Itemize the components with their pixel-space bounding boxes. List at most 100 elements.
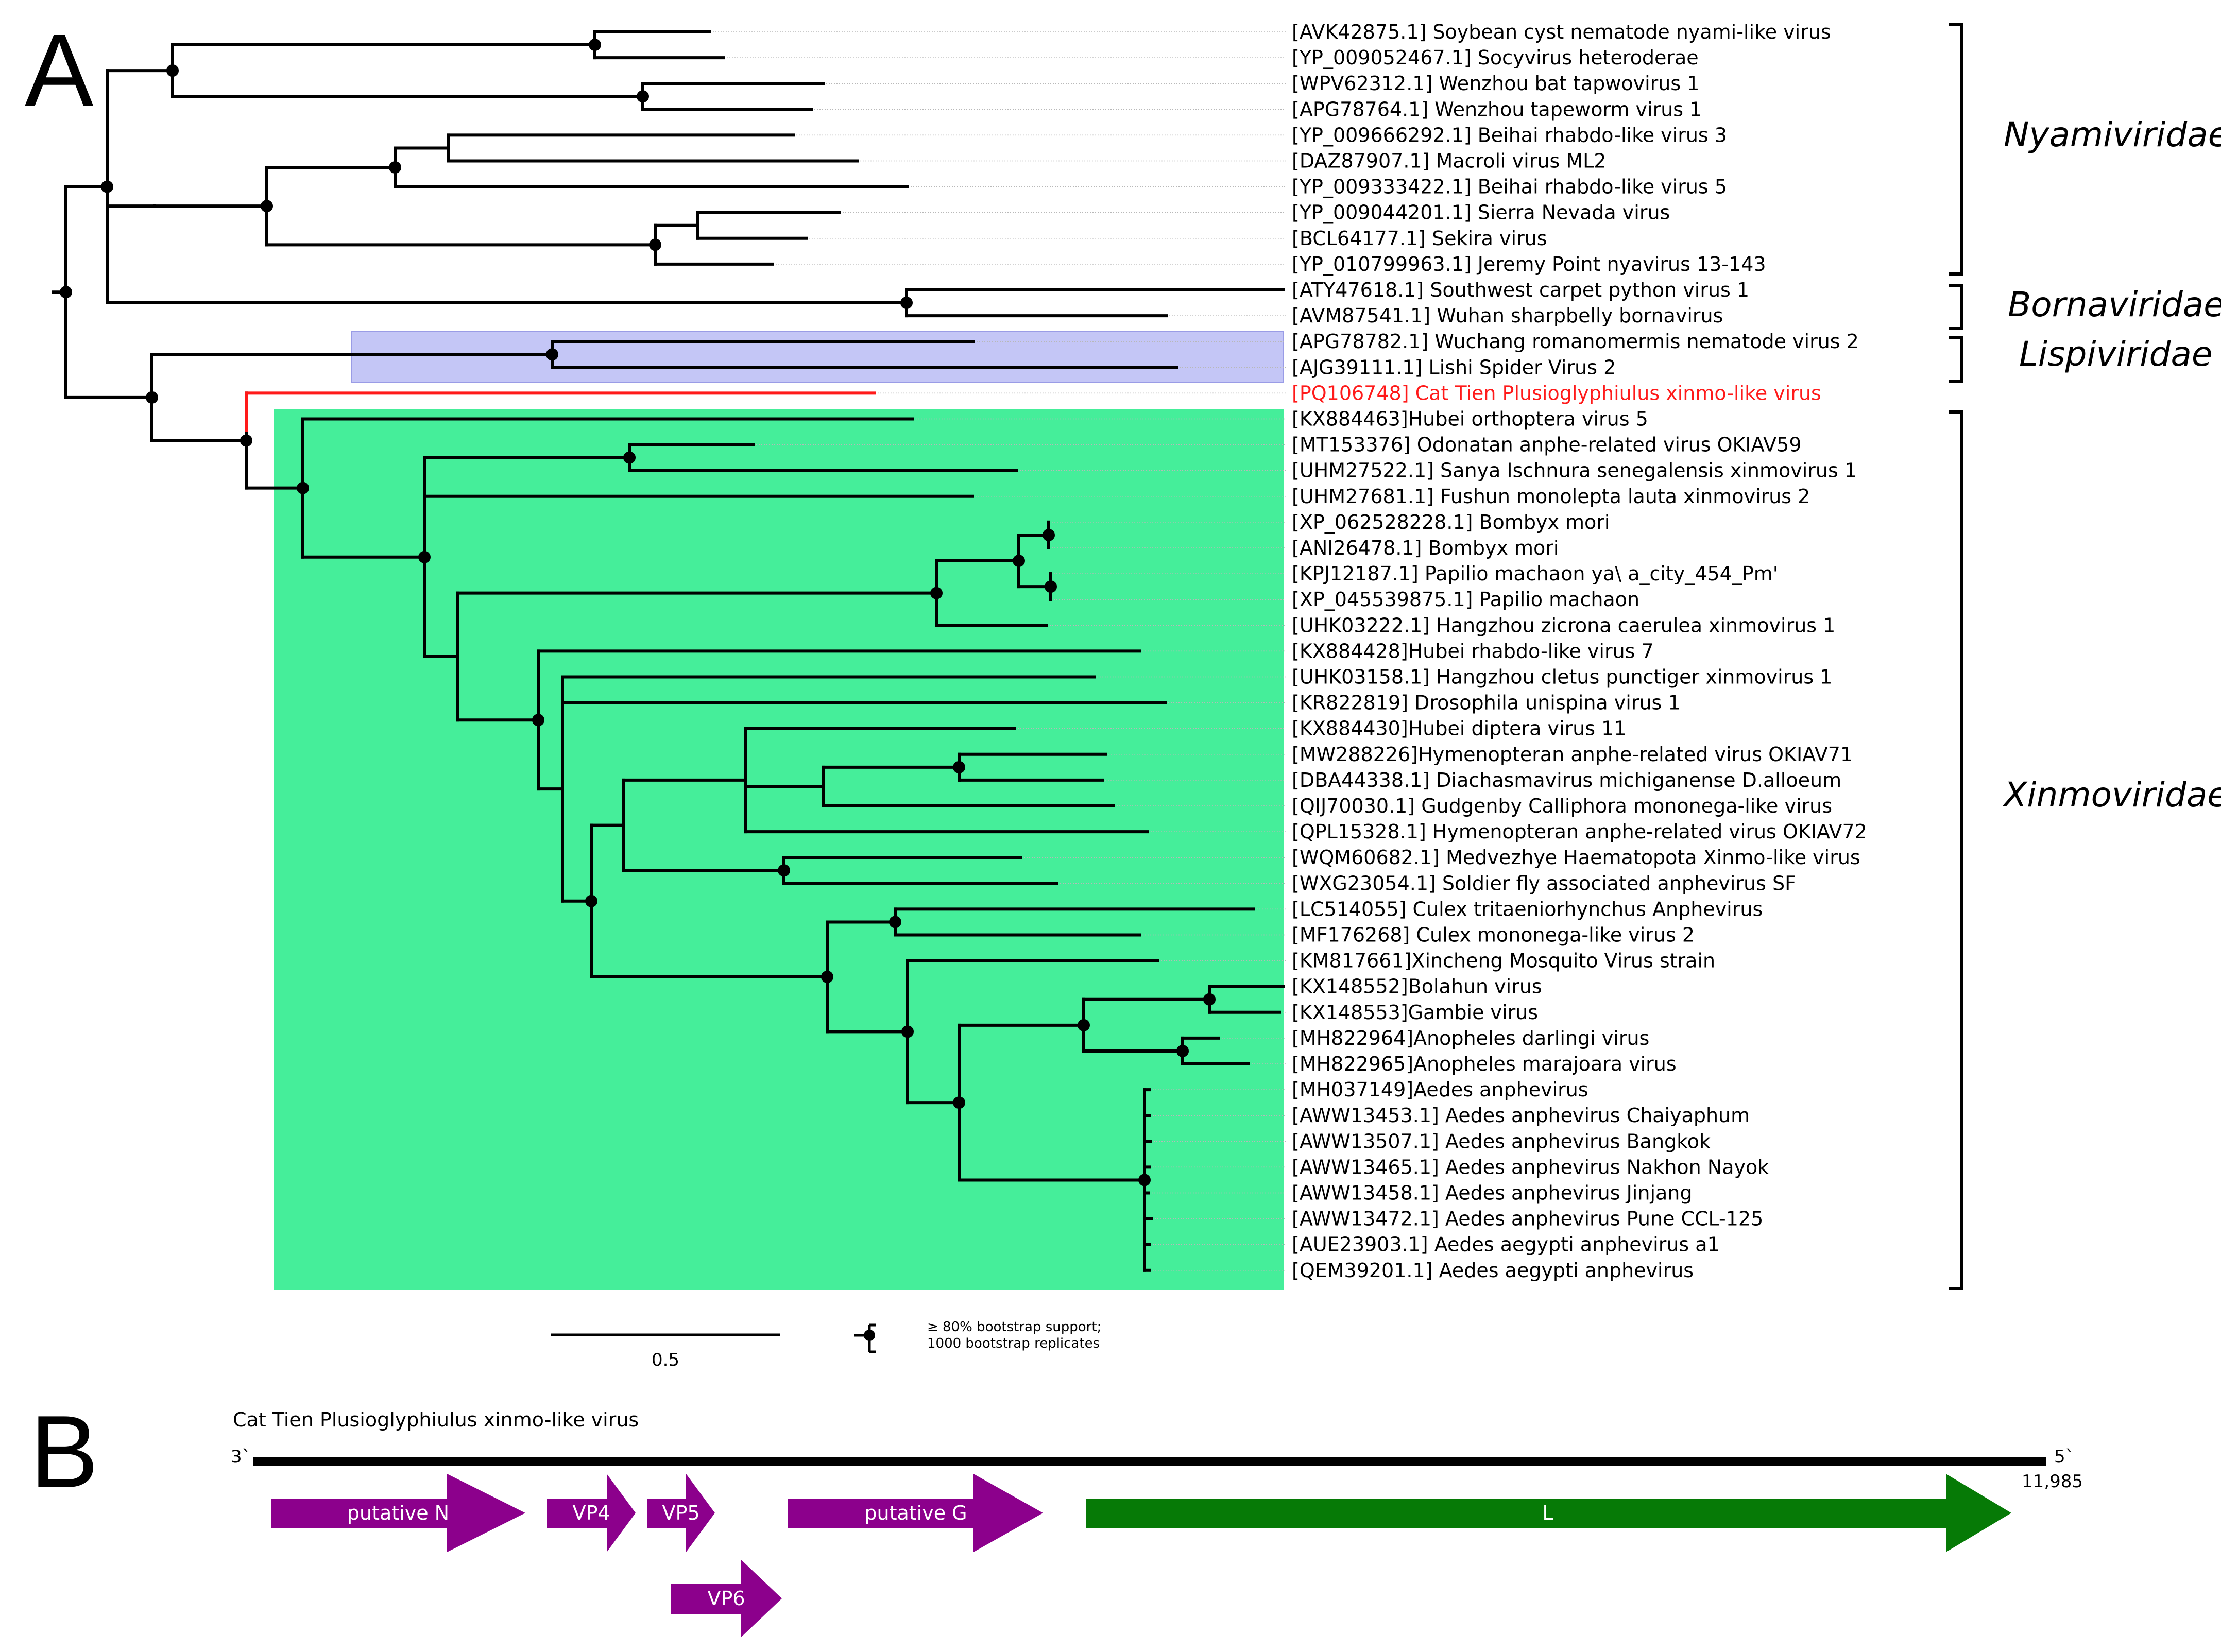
leaf-label: [YP_009333422.1] Beihai rhabdo-like viru…	[1292, 176, 1727, 198]
leaf-label: [AWW13458.1] Aedes anphevirus Jinjang	[1292, 1182, 1693, 1204]
leaf-label: [YP_009044201.1] Sierra Nevada virus	[1292, 201, 1670, 224]
leaf-label: [KR822819] Drosophila unispina virus 1	[1292, 692, 1681, 714]
family-label-lispiviridae: Lispiviridae	[2019, 334, 2213, 374]
gene-vp6: VP6	[671, 1559, 782, 1638]
svg-text:L: L	[1542, 1502, 1553, 1524]
bootstrap-node-dot	[261, 200, 273, 213]
leaf-label: [APG78764.1] Wenzhou tapeworm virus 1	[1292, 98, 1702, 121]
bootstrap-node-dot	[778, 864, 790, 877]
bootstrap-node-dot	[1203, 993, 1216, 1006]
leaf-label: [KX884430]Hubei diptera virus 11	[1292, 717, 1627, 740]
svg-text:VP6: VP6	[707, 1587, 745, 1610]
bootstrap-node-dot	[1013, 555, 1025, 567]
bootstrap-node-dot	[240, 434, 252, 447]
bootstrap-node-dot	[1138, 1174, 1151, 1186]
svg-text:putative G: putative G	[864, 1502, 967, 1524]
scale-bar-label: 0.5	[652, 1350, 679, 1370]
leaf-label: [MH822965]Anopheles marajoara virus	[1292, 1053, 1677, 1075]
genome-3prime-end: 3`	[231, 1447, 251, 1467]
bootstrap-node-dot	[1045, 580, 1057, 593]
bootstrap-node-dot	[1078, 1019, 1090, 1031]
leaf-label: [ATY47618.1] Southwest carpet python vir…	[1292, 279, 1749, 301]
bootstrap-node-dot	[585, 894, 597, 907]
bootstrap-node-dot	[930, 587, 943, 599]
genome-length-label: 11,985	[2022, 1471, 2083, 1492]
gene-putative-n: putative N	[271, 1474, 525, 1552]
gene-l: L	[1086, 1474, 2011, 1552]
leaf-label: [APG78782.1] Wuchang romanomermis nemato…	[1292, 330, 1859, 353]
xinmoviridae-highlight-box	[274, 409, 1284, 1290]
svg-text:putative N: putative N	[347, 1502, 449, 1524]
bootstrap-node-dot	[637, 90, 649, 103]
bootstrap-node-dot	[649, 238, 661, 251]
leaf-label: [MT153376] Odonatan anphe-related virus …	[1292, 434, 1802, 456]
leaf-label: [QEM39201.1] Aedes aegypti anphevirus	[1292, 1259, 1694, 1282]
bootstrap-node-dot	[1176, 1044, 1189, 1057]
leaf-label: [WPV62312.1] Wenzhou bat tapwovirus 1	[1292, 72, 1699, 95]
leaf-label: [QIJ70030.1] Gudgenby Calliphora mononeg…	[1292, 795, 1832, 817]
nyamiviridae-bracket	[1949, 23, 1963, 276]
leaf-label: [YP_009052467.1] Socyvirus heteroderae	[1292, 46, 1699, 69]
leaf-label: [UHM27522.1] Sanya Ischnura senegalensis…	[1292, 459, 1857, 482]
leaf-label: [KX148553]Gambie virus	[1292, 1001, 1538, 1024]
leaf-label: [WXG23054.1] Soldier fly associated anph…	[1292, 872, 1796, 894]
family-label-xinmoviridae: Xinmoviridae	[2002, 775, 2221, 815]
bootstrap-node-dot	[1043, 528, 1055, 541]
leaf-label: [AWW13465.1] Aedes anphevirus Nakhon Nay…	[1292, 1156, 1769, 1178]
bootstrap-node-dot	[901, 1025, 914, 1038]
bootstrap-node-dot	[900, 297, 913, 309]
bootstrap-node-dot	[166, 64, 179, 77]
bootstrap-node-dot	[297, 481, 309, 494]
leaf-label: [MW288226]Hymenopteran anphe-related vir…	[1292, 743, 1853, 766]
leaf-label: [AWW13472.1] Aedes anphevirus Pune CCL-1…	[1292, 1208, 1763, 1230]
leaf-label: [YP_009666292.1] Beihai rhabdo-like viru…	[1292, 124, 1727, 146]
leaf-label: [XP_045539875.1] Papilio machaon	[1292, 588, 1639, 611]
leaf-label: [KX884463]Hubei orthoptera virus 5	[1292, 408, 1648, 431]
gene-vp4: VP4	[547, 1474, 636, 1552]
leaf-label: [AWW13507.1] Aedes anphevirus Bangkok	[1292, 1130, 1711, 1152]
leaf-label: [MH822964]Anopheles darlingi virus	[1292, 1027, 1649, 1049]
leaf-label: [MF176268] Culex mononega-like virus 2	[1292, 924, 1695, 947]
bootstrap-node-dot	[623, 451, 636, 464]
leaf-label: [AUE23903.1] Aedes aegypti anphevirus a1	[1292, 1233, 1720, 1256]
xinmoviridae-bracket	[1949, 410, 1963, 1290]
leaf-label: [DAZ87907.1] Macroli virus ML2	[1292, 150, 1606, 173]
leaf-label: [QPL15328.1] Hymenopteran anphe-related …	[1292, 820, 1867, 843]
leaf-label: [KX884428]Hubei rhabdo-like virus 7	[1292, 640, 1654, 662]
genome-title: Cat Tien Plusioglyphiulus xinmo-like vir…	[233, 1408, 639, 1431]
leaf-label: [AVM87541.1] Wuhan sharpbelly bornavirus	[1292, 304, 1723, 327]
leaf-label: [PQ106748] Cat Tien Plusioglyphiulus xin…	[1292, 382, 1821, 404]
bootstrap-legend-line1: ≥ 80% bootstrap support;	[927, 1319, 1101, 1335]
leaf-labels: [AVK42875.1] Soybean cyst nematode nyami…	[1292, 21, 1867, 1282]
bootstrap-node-dot	[953, 761, 965, 773]
lispiviridae-highlight-box	[351, 331, 1284, 383]
svg-text:VP5: VP5	[662, 1502, 699, 1524]
bootstrap-node-dot	[589, 39, 601, 51]
bootstrap-legend-line2: 1000 bootstrap replicates	[927, 1336, 1100, 1351]
bootstrap-node-dot	[146, 391, 158, 404]
bootstrap-node-dot	[821, 970, 833, 983]
leaf-label: [AVK42875.1] Soybean cyst nematode nyami…	[1292, 21, 1831, 43]
leaf-label: [AWW13453.1] Aedes anphevirus Chaiyaphum	[1292, 1104, 1750, 1127]
leaf-guide-lines	[713, 31, 1286, 1271]
bootstrap-node-dot	[389, 161, 401, 174]
leaf-label: [UHK03158.1] Hangzhou cletus punctiger x…	[1292, 666, 1832, 689]
leaf-label: [KM817661]Xincheng Mosquito Virus strain	[1292, 950, 1715, 972]
leaf-label: [XP_062528228.1] Bombyx mori	[1292, 511, 1610, 534]
leaf-label: [KPJ12187.1] Papilio machaon ya\ a_city_…	[1292, 562, 1778, 585]
panel-b-letter: B	[30, 1395, 98, 1509]
leaf-label: [UHM27681.1] Fushun monolepta lauta xinm…	[1292, 485, 1810, 508]
bootstrap-node-dot	[532, 714, 544, 727]
bootstrap-node-dot	[953, 1096, 965, 1109]
bootstrap-node-dot	[546, 348, 558, 361]
svg-text:VP4: VP4	[572, 1502, 610, 1524]
bootstrap-node-dots	[60, 39, 1216, 1186]
gene-vp5: VP5	[647, 1474, 715, 1552]
leaf-label: [LC514055] Culex tritaeniorhynchus Anphe…	[1292, 898, 1763, 920]
leaf-label: [WQM60682.1] Medvezhye Haematopota Xinmo…	[1292, 846, 1860, 869]
leaf-label: [DBA44338.1] Diachasmavirus michiganense…	[1292, 769, 1841, 791]
bootstrap-node-dot	[889, 916, 901, 928]
bootstrap-node-dot	[418, 550, 431, 563]
leaf-label: [YP_010799963.1] Jeremy Point nyavirus 1…	[1292, 253, 1766, 276]
